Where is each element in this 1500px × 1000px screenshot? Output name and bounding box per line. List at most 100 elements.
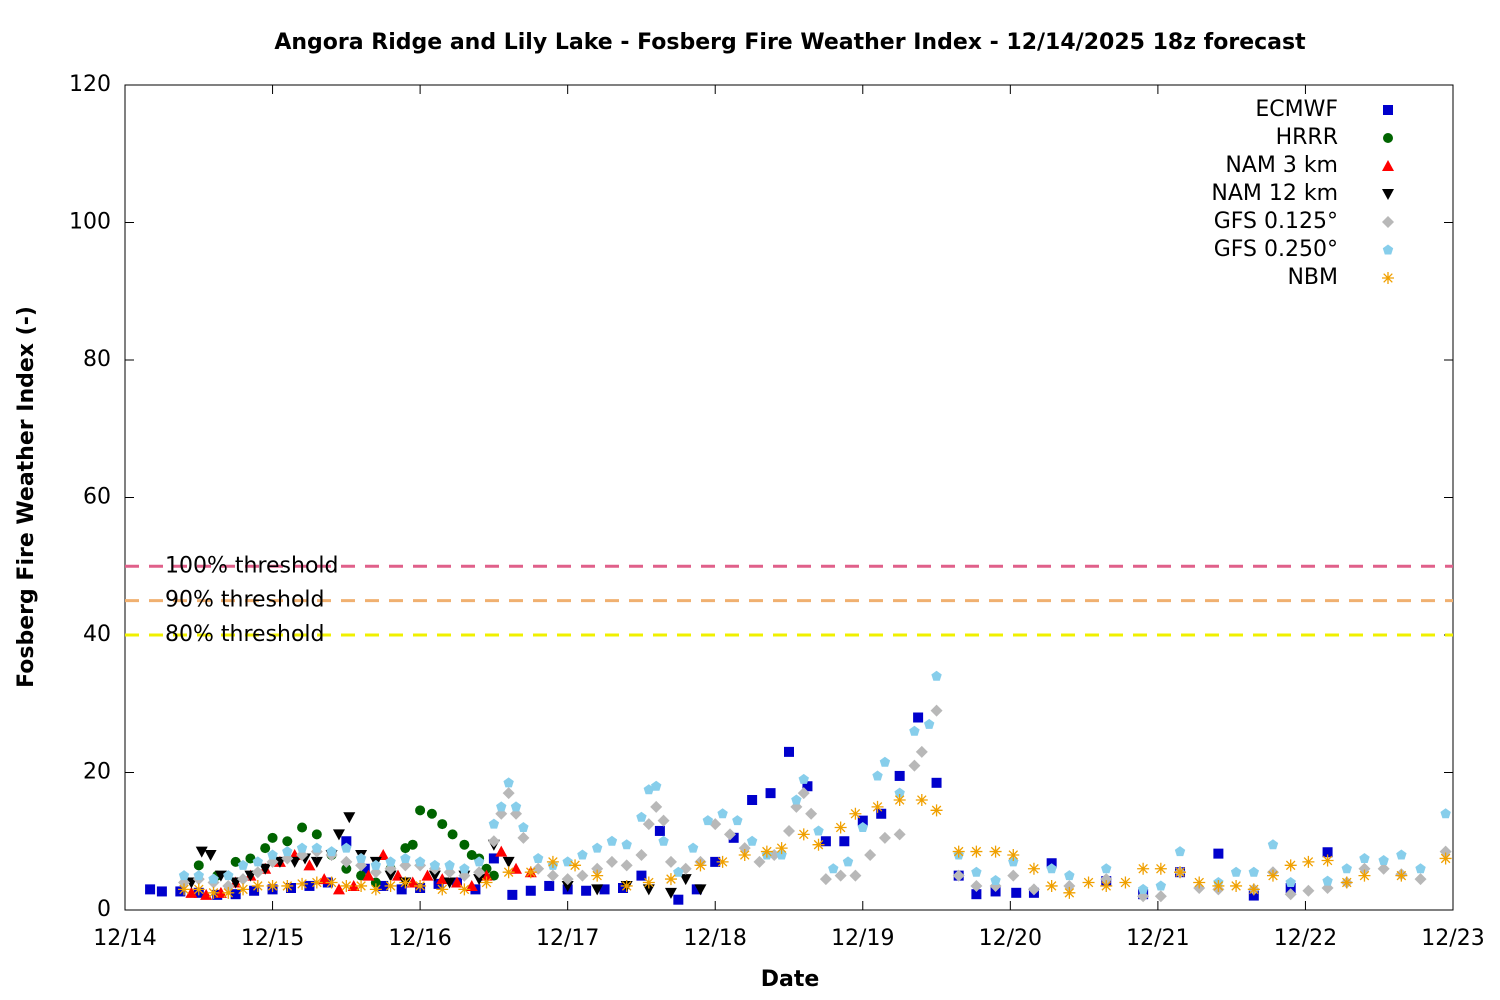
data-point (428, 870, 441, 882)
legend-marker (1382, 160, 1394, 171)
data-point (356, 870, 367, 881)
data-point (802, 781, 813, 792)
data-point (691, 884, 702, 895)
data-point (970, 879, 983, 892)
data-point (156, 886, 167, 897)
data-point (651, 780, 662, 791)
data-point (834, 821, 847, 834)
data-point (747, 795, 758, 805)
data-point (1284, 888, 1297, 901)
data-point (1008, 856, 1019, 867)
threshold-label: 80% threshold (165, 622, 325, 647)
data-point (518, 822, 529, 832)
data-point (931, 777, 942, 788)
data-point (776, 849, 787, 860)
data-point (561, 873, 574, 886)
data-point (915, 745, 928, 758)
data-point (989, 845, 1002, 858)
legend-label: GFS 0.125° (1214, 209, 1338, 234)
legend-label: NAM 3 km (1225, 153, 1338, 178)
data-point (1174, 846, 1186, 857)
data-point (341, 842, 352, 853)
data-point (561, 880, 574, 892)
data-point (1247, 883, 1260, 896)
data-point (384, 879, 397, 892)
data-point (923, 718, 935, 729)
data-point (1174, 866, 1187, 879)
data-point (687, 842, 699, 853)
data-point (544, 880, 555, 891)
data-point (465, 879, 478, 891)
data-point (208, 873, 219, 884)
y-tick-label: 80 (83, 347, 111, 372)
data-point (694, 859, 707, 872)
data-point (1101, 863, 1112, 874)
data-point (716, 855, 729, 868)
data-point (341, 863, 352, 874)
data-point (251, 866, 264, 879)
data-point (664, 887, 677, 899)
data-point (1359, 852, 1370, 863)
data-point (643, 784, 655, 795)
data-point (857, 822, 868, 832)
data-point (1064, 870, 1075, 881)
data-point (636, 870, 647, 881)
data-point (1137, 862, 1150, 875)
data-point (820, 836, 831, 847)
data-point (650, 800, 663, 813)
data-point (1213, 848, 1224, 859)
data-point (908, 759, 921, 772)
data-point (496, 801, 507, 812)
x-tick-label: 12/20 (979, 926, 1042, 951)
data-point (495, 845, 508, 857)
data-point (775, 842, 788, 855)
data-point (297, 822, 308, 833)
data-point (237, 883, 250, 896)
data-point (1377, 862, 1390, 875)
data-point (1322, 847, 1333, 858)
data-point (192, 883, 205, 896)
data-point (1212, 879, 1225, 892)
data-point (569, 859, 582, 872)
data-point (296, 877, 309, 890)
data-point (990, 874, 1001, 885)
data-point (805, 807, 818, 820)
data-point (1341, 863, 1352, 874)
data-point (1248, 890, 1259, 901)
legend-label: ECMWF (1255, 97, 1338, 122)
data-point (396, 884, 407, 895)
data-point (658, 835, 669, 846)
data-point (237, 859, 249, 870)
data-point (642, 884, 655, 896)
data-point (421, 869, 434, 881)
data-point (487, 835, 500, 848)
x-tick-label: 12/21 (1126, 926, 1189, 951)
data-point (546, 855, 559, 868)
legend-label: NAM 12 km (1211, 181, 1338, 206)
data-point (576, 869, 589, 882)
data-point (332, 829, 345, 841)
data-point (813, 825, 824, 836)
data-point (1439, 852, 1452, 865)
data-point (1154, 862, 1167, 875)
data-point (834, 869, 847, 882)
data-point (1027, 862, 1040, 875)
data-point (310, 856, 323, 868)
y-tick-label: 120 (69, 72, 111, 97)
data-point (1396, 849, 1407, 860)
data-point (819, 873, 832, 886)
data-point (783, 824, 795, 837)
data-point (1230, 866, 1242, 877)
data-point (282, 836, 293, 847)
data-point (178, 870, 190, 881)
data-point (1284, 859, 1297, 872)
data-point (879, 756, 891, 767)
data-point (620, 859, 633, 872)
data-point (502, 787, 515, 800)
data-point (581, 885, 592, 896)
data-point (488, 818, 500, 829)
data-point (753, 855, 766, 868)
data-point (621, 839, 632, 850)
legend-label: GFS 0.250° (1214, 237, 1338, 262)
data-point (723, 828, 736, 841)
